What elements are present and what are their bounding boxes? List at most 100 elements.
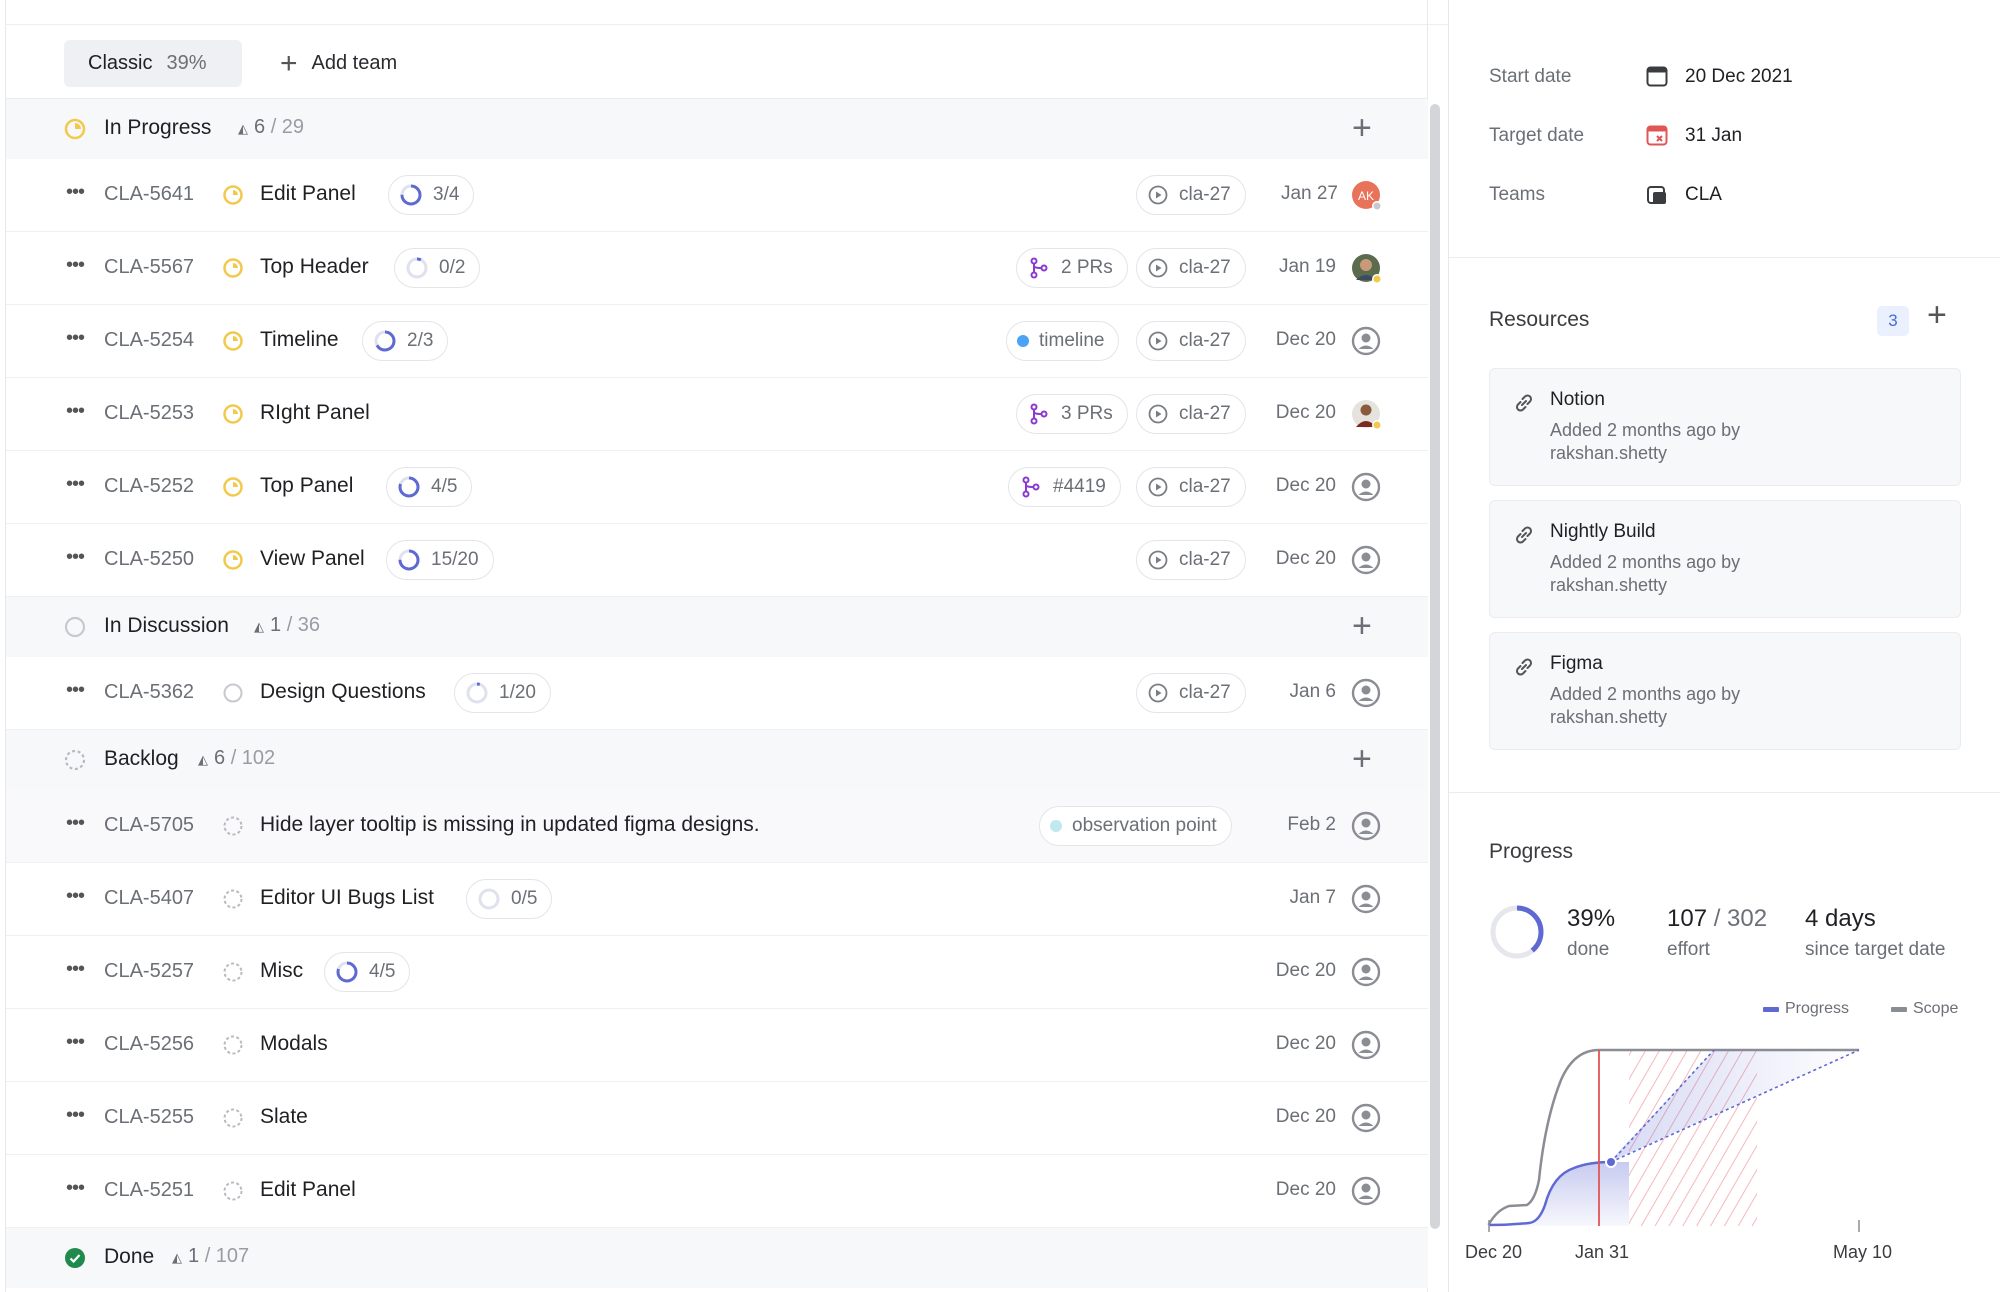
group-header-backlog[interactable]: Backlog ◭ 6 / 102 +	[6, 730, 1428, 790]
scrollbar[interactable]	[1430, 104, 1440, 1229]
add-team-button[interactable]: + Add team	[280, 40, 397, 87]
table-row[interactable]: ••• CLA-5407 Editor UI Bugs List 0/5 Jan…	[6, 863, 1428, 936]
sub-issue-progress[interactable]: 4/5	[386, 467, 473, 507]
in-progress-status-icon[interactable]	[222, 549, 244, 571]
label-pill[interactable]: timeline	[1006, 321, 1120, 361]
backlog-status-icon[interactable]	[222, 961, 244, 983]
issue-title[interactable]: Top Header	[260, 255, 369, 278]
sub-issue-progress[interactable]: 3/4	[388, 175, 475, 215]
add-issue-button[interactable]: +	[1352, 607, 1372, 645]
more-icon[interactable]: •••	[66, 679, 85, 701]
table-row[interactable]: ••• CLA-5254 Timeline 2/3 timeline cla-2…	[6, 305, 1428, 378]
resource-card-nightly-build[interactable]: Nightly Build Added 2 months ago by raksh…	[1489, 500, 1961, 618]
discussion-status-icon[interactable]	[222, 682, 244, 704]
backlog-status-icon[interactable]	[222, 1180, 244, 1202]
target-date-value[interactable]: 31 Jan	[1685, 125, 1743, 146]
more-icon[interactable]: •••	[66, 812, 85, 834]
unassigned-avatar-icon[interactable]	[1351, 545, 1381, 575]
cycle-pill[interactable]: cla-27	[1136, 394, 1246, 434]
avatar[interactable]	[1351, 399, 1382, 430]
sub-issue-progress[interactable]: 2/3	[362, 321, 449, 361]
cycle-pill[interactable]: cla-27	[1136, 540, 1246, 580]
cycle-pill[interactable]: cla-27	[1136, 175, 1246, 215]
in-progress-status-icon[interactable]	[222, 476, 244, 498]
unassigned-avatar-icon[interactable]	[1351, 1103, 1381, 1133]
table-row[interactable]: ••• CLA-5641 Edit Panel 3/4 cla-27 Jan 2…	[6, 159, 1428, 232]
unassigned-avatar-icon[interactable]	[1351, 811, 1381, 841]
sub-issue-progress[interactable]: 0/5	[466, 879, 553, 919]
backlog-status-icon[interactable]	[222, 1107, 244, 1129]
issue-title[interactable]: Edit Panel	[260, 182, 356, 205]
more-icon[interactable]: •••	[66, 546, 85, 568]
add-resource-button[interactable]: +	[1927, 296, 1947, 334]
in-progress-status-icon[interactable]	[222, 257, 244, 279]
table-row[interactable]: ••• CLA-5257 Misc 4/5 Dec 20	[6, 936, 1428, 1009]
issue-title[interactable]: RIght Panel	[260, 401, 370, 424]
issue-title[interactable]: Editor UI Bugs List	[260, 886, 434, 909]
backlog-status-icon[interactable]	[222, 1034, 244, 1056]
table-row[interactable]: ••• CLA-5251 Edit Panel Dec 20	[6, 1155, 1428, 1228]
issue-title[interactable]: Top Panel	[260, 474, 354, 497]
in-progress-status-icon[interactable]	[222, 330, 244, 352]
more-icon[interactable]: •••	[66, 254, 85, 276]
label-pill[interactable]: observation point	[1039, 806, 1232, 846]
pull-requests-pill[interactable]: 2 PRs	[1016, 248, 1128, 288]
sub-issue-progress[interactable]: 4/5	[324, 952, 411, 992]
pull-requests-pill[interactable]: 3 PRs	[1016, 394, 1128, 434]
teams-value[interactable]: CLA	[1685, 184, 1722, 205]
table-row[interactable]: ••• CLA-5567 Top Header 0/2 2 PRs cla-27…	[6, 232, 1428, 305]
backlog-status-icon[interactable]	[222, 815, 244, 837]
tab-classic[interactable]: Classic 39%	[64, 40, 242, 87]
more-icon[interactable]: •••	[66, 1177, 85, 1199]
unassigned-avatar-icon[interactable]	[1351, 1176, 1381, 1206]
cycle-pill[interactable]: cla-27	[1136, 321, 1246, 361]
avatar[interactable]	[1351, 253, 1382, 284]
unassigned-avatar-icon[interactable]	[1351, 678, 1381, 708]
issue-title[interactable]: Misc	[260, 959, 304, 982]
table-row[interactable]: ••• CLA-5255 Slate Dec 20	[6, 1082, 1428, 1155]
backlog-status-icon[interactable]	[222, 888, 244, 910]
unassigned-avatar-icon[interactable]	[1351, 1030, 1381, 1060]
pull-request-pill[interactable]: #4419	[1008, 467, 1121, 507]
unassigned-avatar-icon[interactable]	[1351, 326, 1381, 356]
more-icon[interactable]: •••	[66, 181, 85, 203]
start-date-value[interactable]: 20 Dec 2021	[1685, 66, 1793, 87]
unassigned-avatar-icon[interactable]	[1351, 884, 1381, 914]
sub-issue-progress[interactable]: 0/2	[394, 248, 481, 288]
more-icon[interactable]: •••	[66, 1104, 85, 1126]
issue-title[interactable]: Timeline	[260, 328, 339, 351]
table-row[interactable]: ••• CLA-5256 Modals Dec 20	[6, 1009, 1428, 1082]
add-issue-button[interactable]: +	[1352, 740, 1372, 778]
group-header-in-progress[interactable]: In Progress ◭ 6 / 29 +	[6, 99, 1428, 159]
issue-title[interactable]: Slate	[260, 1105, 308, 1128]
more-icon[interactable]: •••	[66, 400, 85, 422]
unassigned-avatar-icon[interactable]	[1351, 472, 1381, 502]
unassigned-avatar-icon[interactable]	[1351, 957, 1381, 987]
issue-title[interactable]: Modals	[260, 1032, 328, 1055]
group-header-in-discussion[interactable]: In Discussion ◭ 1 / 36 +	[6, 597, 1428, 657]
resource-card-notion[interactable]: Notion Added 2 months ago by rakshan.shet…	[1489, 368, 1961, 486]
group-header-done[interactable]: Done ◭ 1 / 107	[6, 1228, 1428, 1288]
resource-card-figma[interactable]: Figma Added 2 months ago by rakshan.shett…	[1489, 632, 1961, 750]
sub-issue-progress[interactable]: 15/20	[386, 540, 494, 580]
cycle-pill[interactable]: cla-27	[1136, 673, 1246, 713]
cycle-pill[interactable]: cla-27	[1136, 248, 1246, 288]
more-icon[interactable]: •••	[66, 327, 85, 349]
avatar[interactable]: AK	[1351, 180, 1382, 211]
in-progress-status-icon[interactable]	[222, 184, 244, 206]
issue-title[interactable]: Design Questions	[260, 680, 426, 703]
issue-title[interactable]: View Panel	[260, 547, 365, 570]
table-row[interactable]: ••• CLA-5253 RIght Panel 3 PRs cla-27 De…	[6, 378, 1428, 451]
issue-title[interactable]: Hide layer tooltip is missing in updated…	[260, 813, 760, 836]
issue-title[interactable]: Edit Panel	[260, 1178, 356, 1201]
table-row[interactable]: ••• CLA-5362 Design Questions 1/20 cla-2…	[6, 657, 1428, 730]
sub-issue-progress[interactable]: 1/20	[454, 673, 551, 713]
table-row[interactable]: ••• CLA-5252 Top Panel 4/5 #4419 cla-27 …	[6, 451, 1428, 524]
table-row[interactable]: ••• CLA-5250 View Panel 15/20 cla-27 Dec…	[6, 524, 1428, 597]
in-progress-status-icon[interactable]	[222, 403, 244, 425]
add-issue-button[interactable]: +	[1352, 109, 1372, 147]
more-icon[interactable]: •••	[66, 958, 85, 980]
table-row[interactable]: ••• CLA-5705 Hide layer tooltip is missi…	[6, 790, 1428, 863]
more-icon[interactable]: •••	[66, 473, 85, 495]
cycle-pill[interactable]: cla-27	[1136, 467, 1246, 507]
